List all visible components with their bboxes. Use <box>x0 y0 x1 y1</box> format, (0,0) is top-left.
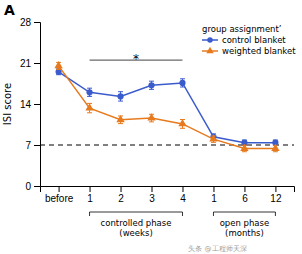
tick-mark <box>121 186 122 192</box>
tick-label: 0 <box>25 181 31 192</box>
error-bar <box>180 79 185 87</box>
point <box>117 93 123 99</box>
x-tick: 4 <box>180 186 186 204</box>
x-tick: 6 <box>242 186 248 204</box>
tick-mark <box>244 186 245 192</box>
reference-line <box>40 145 294 146</box>
y-axis: 0 7 14 21 28 <box>20 17 41 192</box>
tick-label: 12 <box>270 193 282 204</box>
legend-title: group assignment’ <box>202 24 282 34</box>
annotation-texts: * <box>133 52 139 66</box>
x-tick: 2 <box>118 186 124 204</box>
point <box>148 82 154 88</box>
series <box>54 61 279 152</box>
x-tick: 1 <box>211 186 217 204</box>
tick-mark <box>34 145 40 146</box>
tick-label: 2 <box>118 193 124 204</box>
axis-line <box>41 187 295 193</box>
tick-label: before <box>45 193 74 204</box>
phase-label: open phase(months) <box>220 218 270 238</box>
y-tick: 28 <box>20 17 40 28</box>
axis-line <box>34 23 41 187</box>
tick-label: 6 <box>242 193 248 204</box>
tick-label: 7 <box>25 140 31 151</box>
marks <box>40 60 294 152</box>
legend-marker <box>207 37 213 43</box>
legend-label: control blanket <box>222 35 286 45</box>
point <box>240 144 248 151</box>
phase-bracket <box>213 212 275 216</box>
tick-mark <box>275 186 276 192</box>
chart: 07142128before12341612*controlled phase(… <box>0 0 302 254</box>
y-axis-title: ISI score <box>2 83 13 125</box>
tick-label: 3 <box>149 193 155 204</box>
y-tick: 21 <box>20 58 40 69</box>
legend-marker <box>206 47 213 53</box>
plot: 07142128before12341612*controlled phase(… <box>20 17 296 238</box>
tick-label: 21 <box>20 58 32 69</box>
phase-label: controlled phase(weeks) <box>101 218 172 238</box>
tick-label: 1 <box>211 193 217 204</box>
error-bar <box>87 88 92 96</box>
x-tick: before <box>45 186 74 204</box>
error-bar <box>149 81 154 89</box>
point <box>85 103 93 110</box>
tick-label: 28 <box>20 17 32 28</box>
point <box>209 134 217 141</box>
tick-label: 4 <box>180 193 186 204</box>
tick-mark <box>59 186 60 192</box>
point <box>179 80 185 86</box>
tick-mark <box>34 186 40 187</box>
tick-mark <box>90 186 91 192</box>
tick-mark <box>152 186 153 192</box>
series-line <box>59 72 276 143</box>
x-tick: 12 <box>270 186 282 204</box>
title: A <box>4 2 15 18</box>
point <box>54 61 62 68</box>
legend-item: control blanket <box>202 35 286 45</box>
point <box>86 89 92 95</box>
point <box>147 113 155 120</box>
legend: group assignment’control blanketweighted… <box>202 24 296 56</box>
point <box>116 115 124 122</box>
series-line <box>59 66 276 149</box>
phase-bracket <box>90 212 183 216</box>
y-tick: 0 <box>25 181 40 192</box>
point <box>271 144 279 151</box>
legend-item: weighted blanket <box>202 46 296 56</box>
tick-mark <box>213 186 214 192</box>
tick-mark <box>34 104 40 105</box>
y-tick: 7 <box>25 140 40 151</box>
tick-mark <box>34 63 40 64</box>
tick-label: 1 <box>87 193 93 204</box>
x-axis: before12341612 <box>41 186 295 204</box>
tick-label: 14 <box>20 99 32 110</box>
y-tick: 14 <box>20 99 40 110</box>
x-tick: 3 <box>149 186 155 204</box>
watermark: 头条 @工程师天深 <box>188 245 246 253</box>
significance-label: * <box>133 52 139 66</box>
tick-mark <box>34 22 40 23</box>
series <box>55 69 278 146</box>
error-bar <box>118 92 123 101</box>
x-tick: 1 <box>87 186 93 204</box>
tick-mark <box>182 186 183 192</box>
point <box>178 119 186 126</box>
legend-label: weighted blanket <box>222 46 296 56</box>
